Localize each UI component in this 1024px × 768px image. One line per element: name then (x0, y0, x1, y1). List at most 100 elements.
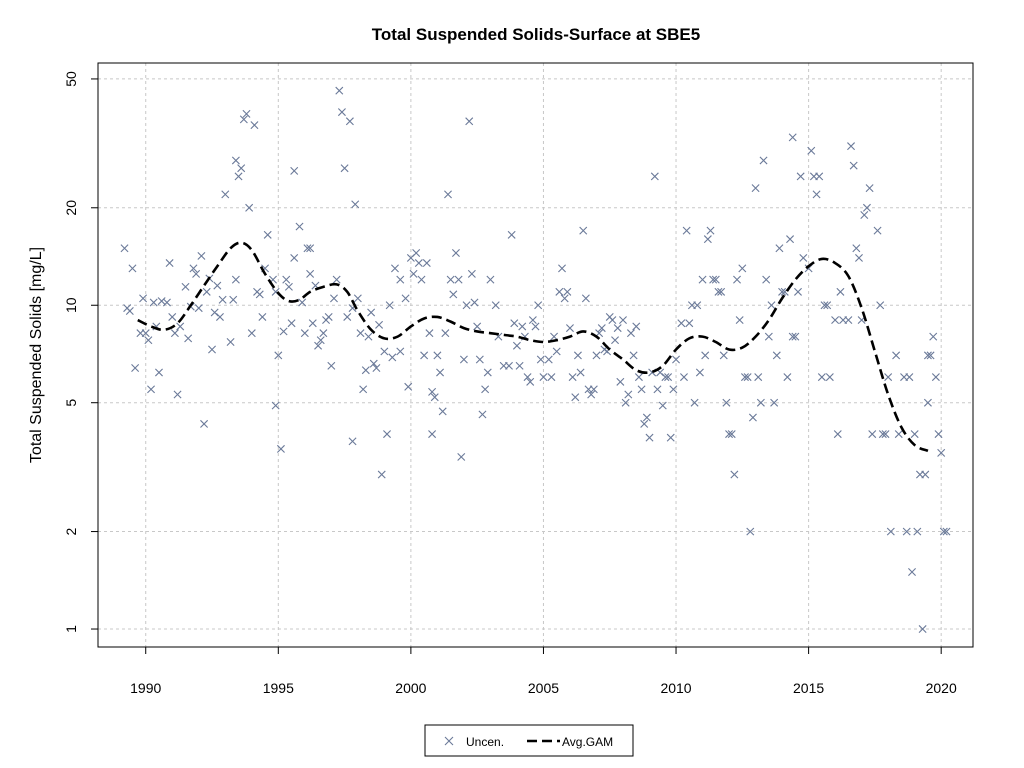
data-point (428, 430, 437, 439)
data-point (202, 287, 211, 296)
data-point (690, 398, 699, 407)
y-tick-label: 20 (63, 200, 79, 216)
data-point (409, 269, 418, 278)
x-marker-icon (444, 736, 454, 746)
data-point (141, 329, 150, 338)
data-point (441, 329, 450, 338)
y-tick-label: 10 (63, 297, 79, 313)
legend: Uncen. Avg.GAM (424, 724, 634, 757)
data-point (547, 373, 556, 382)
x-tick-label: 2020 (926, 680, 957, 696)
data-point (913, 527, 922, 536)
data-point (306, 244, 315, 253)
data-point (786, 235, 795, 244)
data-point (340, 164, 349, 173)
data-point (425, 329, 434, 338)
data-point (666, 433, 675, 442)
data-point (711, 275, 720, 284)
legend-label-gam: Avg.GAM (562, 735, 613, 749)
data-point (306, 269, 315, 278)
data-point (396, 347, 405, 356)
data-point (820, 301, 829, 310)
data-point (215, 312, 224, 321)
data-point (120, 244, 129, 253)
data-point (298, 298, 307, 307)
data-point (457, 452, 466, 461)
data-point (239, 115, 248, 124)
data-point (754, 373, 763, 382)
data-point (844, 316, 853, 325)
data-point (796, 172, 805, 181)
data-point (778, 287, 787, 296)
data-point (139, 294, 148, 303)
data-point (128, 264, 137, 273)
data-point (939, 527, 948, 536)
data-point (390, 264, 399, 273)
chart-title: Total Suspended Solids-Surface at SBE5 (372, 25, 700, 44)
data-point (332, 275, 341, 284)
data-point (258, 312, 267, 321)
data-point (467, 269, 476, 278)
data-point (693, 301, 702, 310)
data-point (560, 294, 569, 303)
data-point (775, 244, 784, 253)
data-point (475, 355, 484, 364)
data-point (184, 334, 193, 343)
data-point (833, 430, 842, 439)
data-point (284, 282, 293, 291)
data-point (401, 294, 410, 303)
data-point (817, 373, 826, 382)
data-point (756, 398, 765, 407)
data-point (282, 275, 291, 284)
data-point (611, 336, 620, 345)
data-point (422, 259, 431, 268)
data-point (314, 341, 323, 350)
data-point (555, 287, 564, 296)
data-point (653, 385, 662, 394)
data-point (192, 269, 201, 278)
data-point (767, 301, 776, 310)
data-point (772, 351, 781, 360)
data-point (730, 470, 739, 479)
data-point (783, 373, 792, 382)
data-point (849, 161, 858, 170)
data-point (364, 332, 373, 341)
data-point (703, 235, 712, 244)
data-point (836, 287, 845, 296)
data-point (759, 156, 768, 165)
data-point (748, 413, 757, 422)
data-point (565, 324, 574, 333)
data-point (218, 295, 227, 304)
data-point (515, 361, 524, 370)
data-point (722, 398, 731, 407)
gam-line (137, 241, 929, 453)
data-point (168, 312, 177, 321)
data-point (478, 410, 487, 419)
data-point (881, 430, 890, 439)
y-tick-label: 2 (63, 527, 79, 535)
data-point (661, 373, 670, 382)
data-point (733, 275, 742, 284)
plot-frame (97, 62, 974, 648)
data-point (725, 430, 734, 439)
data-point (213, 281, 222, 290)
data-point (438, 407, 447, 416)
data-point (348, 437, 357, 446)
data-point (629, 351, 638, 360)
data-point (372, 364, 381, 372)
y-axis-label: Total Suspended Solids [mg/L] (28, 247, 45, 463)
data-point (685, 319, 694, 328)
data-point (279, 327, 288, 336)
data-point (512, 341, 521, 350)
data-point (937, 448, 946, 457)
data-point (491, 301, 500, 310)
data-point (290, 253, 299, 262)
data-point (518, 322, 527, 331)
data-point (208, 345, 217, 354)
data-point (200, 419, 209, 428)
data-point (316, 336, 325, 345)
data-point (831, 316, 840, 325)
data-point (329, 294, 338, 303)
data-point (162, 298, 171, 307)
data-point (847, 142, 856, 151)
